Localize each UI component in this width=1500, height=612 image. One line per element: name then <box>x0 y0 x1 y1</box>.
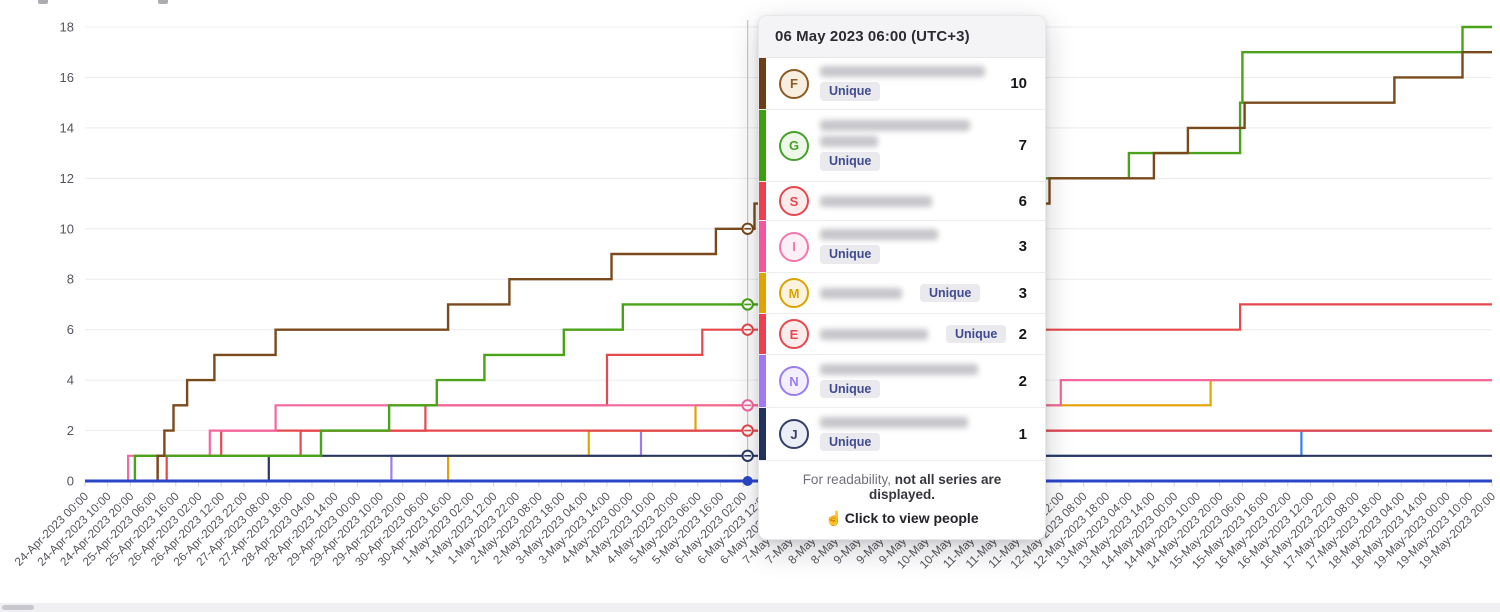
series-value: 3 <box>1018 284 1027 302</box>
unique-badge: Unique <box>820 432 881 452</box>
series-avatar-badge: G <box>779 130 809 161</box>
series-value: 2 <box>1018 325 1027 343</box>
blurred-person-name <box>820 363 978 375</box>
tooltip-row-E: E Unique 2 <box>759 314 1045 355</box>
series-value: 3 <box>1018 238 1027 255</box>
unique-badge: Unique <box>820 245 881 264</box>
series-name-block: Unique <box>820 229 938 264</box>
y-axis-label-12: 12 <box>60 171 74 186</box>
tooltip-footer: For readability, not all series are disp… <box>759 461 1045 539</box>
series-avatar-badge: N <box>779 366 809 396</box>
series-name-block: Unique <box>820 120 970 171</box>
series-color-strip <box>759 355 766 407</box>
series-name-block: Unique <box>820 416 968 452</box>
series-avatar-badge: M <box>779 278 809 308</box>
blurred-person-name <box>820 66 985 78</box>
y-axis-label-16: 16 <box>60 70 74 85</box>
series-color-strip <box>759 273 766 313</box>
tooltip-readability-note: For readability, not all series are disp… <box>802 472 1002 502</box>
y-axis-label-4: 4 <box>67 373 74 388</box>
chart-tooltip: 06 May 2023 06:00 (UTC+3) F Unique 10 G Uniq… <box>758 15 1046 540</box>
tooltip-rows: F Unique 10 G Unique 7 S 6 I Unique 3 M Unique 3 E Uniq… <box>759 58 1045 461</box>
view-people-button[interactable]: ☝ Click to view people <box>825 510 979 526</box>
blurred-person-name <box>820 416 968 428</box>
tooltip-row-G: G Unique 7 <box>759 110 1045 182</box>
series-line-brown-F <box>85 51 1492 483</box>
series-name-block: Unique <box>820 324 1007 344</box>
series-color-strip <box>759 110 766 181</box>
blurred-person-name <box>820 195 932 207</box>
hover-marker-filled <box>742 476 753 486</box>
series-avatar-badge: F <box>779 68 809 99</box>
series-value: 1 <box>1018 425 1027 443</box>
unique-badge: Unique <box>820 379 881 399</box>
series-color-strip <box>759 221 766 272</box>
series-avatar-badge: E <box>779 319 809 349</box>
series-color-strip <box>759 314 766 354</box>
series-color-strip <box>759 408 766 460</box>
horizontal-scrollbar[interactable] <box>0 603 1500 612</box>
blurred-person-name <box>820 229 938 241</box>
series-avatar-badge: S <box>779 186 809 216</box>
series-name-block: Unique <box>820 66 985 101</box>
blurred-person-name <box>820 136 878 148</box>
series-avatar-badge: I <box>779 231 809 262</box>
tooltip-row-M: M Unique 3 <box>759 273 1045 314</box>
series-value: 10 <box>1010 75 1027 92</box>
series-name-block: Unique <box>820 363 978 399</box>
cropped-text-remnant <box>158 0 168 4</box>
blurred-person-name <box>820 120 970 132</box>
series-name-block <box>820 195 932 207</box>
y-axis-label-2: 2 <box>67 423 74 438</box>
unique-badge: Unique <box>920 283 981 303</box>
y-axis-label-0: 0 <box>67 474 74 489</box>
series-value: 2 <box>1018 372 1027 390</box>
tooltip-row-J: J Unique 1 <box>759 408 1045 461</box>
scrollbar-thumb[interactable] <box>2 605 34 610</box>
blurred-person-name <box>820 328 928 340</box>
y-axis-label-8: 8 <box>67 272 74 287</box>
y-axis-label-18: 18 <box>60 20 74 35</box>
series-name-block: Unique <box>820 283 981 303</box>
y-axis-label-10: 10 <box>60 221 74 236</box>
tooltip-header: 06 May 2023 06:00 (UTC+3) <box>759 16 1045 58</box>
y-axis-label-6: 6 <box>67 322 74 337</box>
series-value: 6 <box>1018 192 1027 210</box>
unique-badge: Unique <box>946 324 1007 344</box>
series-color-strip <box>759 182 766 220</box>
series-line-pink-I <box>85 379 1492 483</box>
series-value: 7 <box>1018 137 1027 154</box>
series-avatar-badge: J <box>779 419 809 449</box>
blurred-person-name <box>820 287 902 299</box>
tooltip-row-F: F Unique 10 <box>759 58 1045 110</box>
tooltip-row-I: I Unique 3 <box>759 221 1045 273</box>
unique-badge: Unique <box>820 82 881 101</box>
cropped-text-remnant <box>38 0 48 4</box>
unique-badge: Unique <box>820 152 881 171</box>
pointer-hand-icon: ☝ <box>825 510 843 526</box>
series-color-strip <box>759 58 766 109</box>
y-axis-label-14: 14 <box>60 120 74 135</box>
tooltip-row-N: N Unique 2 <box>759 355 1045 408</box>
